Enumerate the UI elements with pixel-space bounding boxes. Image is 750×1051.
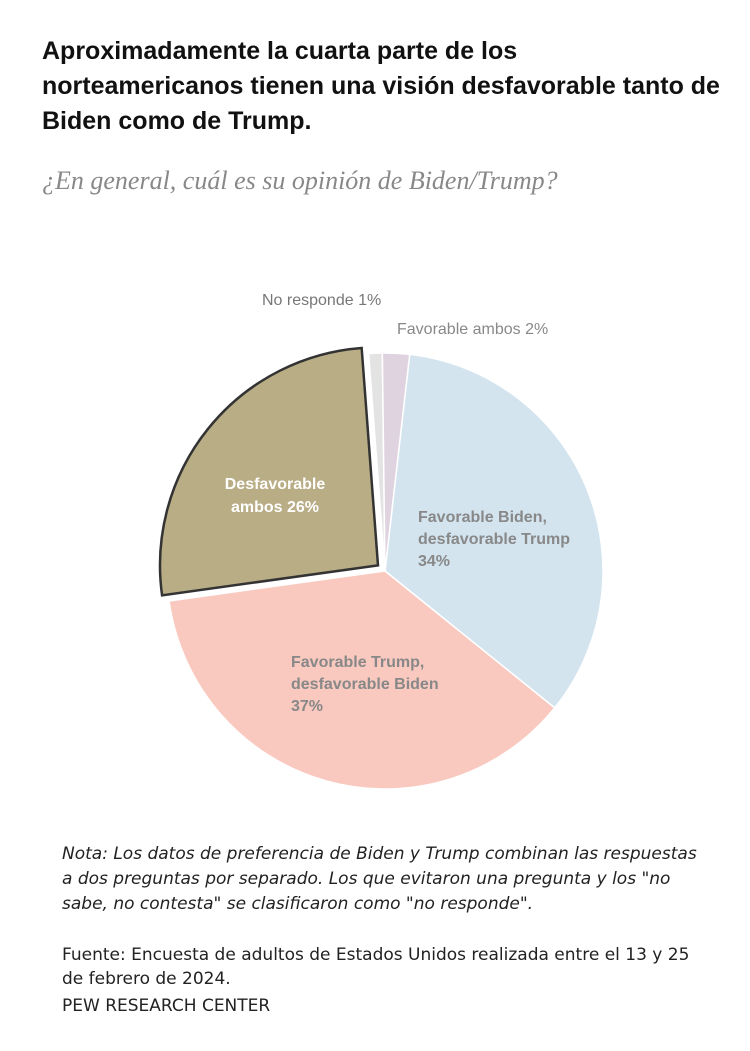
slice-favorable-trump-label: Favorable Trump, desfavorable Biden 37% [291,654,439,715]
chart-note: Nota: Los datos de preferencia de Biden … [62,844,697,914]
slice-favorable-trump [168,570,556,790]
slice-favorable-biden-label: Favorable Biden, desfavorable Trump 34% [418,509,570,570]
slice-no-responde-label: No responde 1% [262,292,381,309]
slice-desfavorable-ambos [158,346,380,597]
slice-desfavorable-ambos-label: Desfavorable ambos 26% [225,476,326,516]
slice-favorable-ambos [381,352,411,572]
slice-favorable-biden [384,353,604,709]
pie-chart: Favorable Biden, desfavorable Trump 34% Fav… [158,292,604,790]
slice-favorable-ambos-label: Favorable ambos 2% [397,321,548,338]
chart-source: Fuente: Encuesta de adultos de Estados U… [62,945,690,989]
chart-subtitle: ¿En general, cuál es su opinión de Biden… [42,166,558,195]
chart-title: Aproximadamente la cuarta parte de los n… [42,37,720,135]
organization-credit: PEW RESEARCH CENTER [62,996,271,1016]
